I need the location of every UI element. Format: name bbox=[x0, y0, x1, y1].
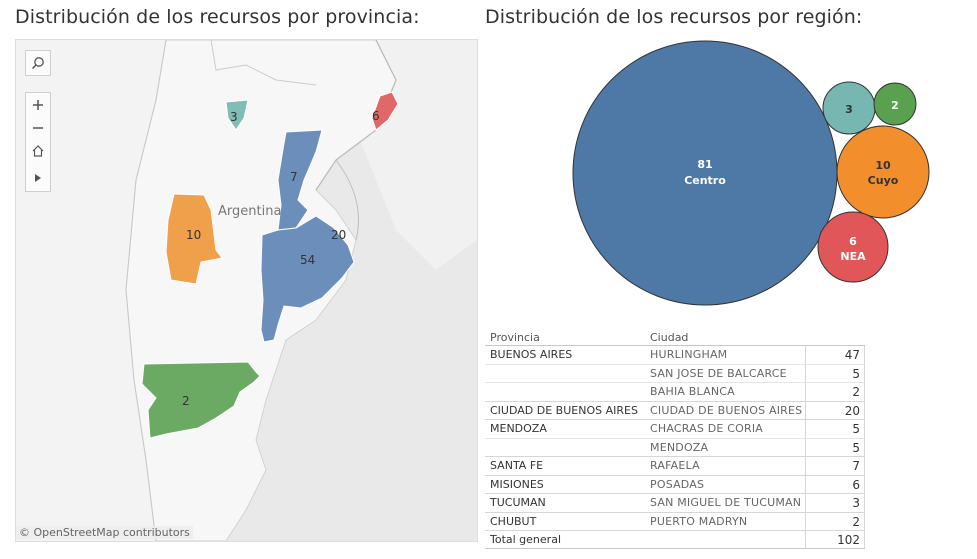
zoom-in-icon bbox=[33, 100, 43, 110]
group-santa-fe: SANTA FE RAFAELA 7 bbox=[485, 457, 865, 476]
ciudad-cell: HURLINGHAM bbox=[650, 348, 728, 361]
map-label-santa-fe: 7 bbox=[290, 170, 298, 184]
play-icon bbox=[35, 174, 41, 182]
map-search-button[interactable] bbox=[25, 50, 51, 76]
pan-play-button[interactable] bbox=[26, 167, 50, 189]
value-cell: 2 bbox=[805, 383, 865, 401]
total-value: 102 bbox=[805, 531, 865, 548]
value-cell: 2 bbox=[805, 512, 865, 530]
bubble-green-value: 2 bbox=[891, 99, 899, 112]
region-bubble-chart: 81 Centro 10 Cuyo 6 NEA 3 2 bbox=[572, 40, 930, 306]
bubble-small-green[interactable]: 2 bbox=[873, 82, 917, 126]
map-label-misiones: 6 bbox=[372, 109, 380, 123]
table-row[interactable]: SAN JOSE DE BALCARCE 5 bbox=[485, 363, 865, 382]
zoom-out-button[interactable] bbox=[26, 117, 50, 139]
provincia-cell: CIUDAD DE BUENOS AIRES bbox=[490, 403, 638, 417]
province-santa-fe[interactable] bbox=[277, 129, 323, 231]
map-zoom-controls bbox=[25, 92, 51, 192]
provincia-cell: MENDOZA bbox=[490, 422, 547, 435]
value-cell: 5 bbox=[805, 420, 865, 438]
ciudad-cell: POSADAS bbox=[650, 477, 705, 491]
table-row[interactable]: BAHIA BLANCA 2 bbox=[485, 382, 865, 401]
ciudad-cell: BAHIA BLANCA bbox=[650, 385, 735, 398]
map-label-ciudad-buenos-aires: 20 bbox=[331, 228, 346, 242]
bubble-chart-title: Distribución de los recursos por región: bbox=[485, 6, 863, 28]
group-mendoza: MENDOZA CHACRAS DE CORIA 5 MENDOZA 5 bbox=[485, 420, 865, 457]
total-label: Total general bbox=[490, 533, 561, 546]
resources-table: Provincia Ciudad BUENOS AIRES HURLINGHAM… bbox=[485, 331, 865, 549]
province-chubut[interactable] bbox=[141, 361, 261, 439]
home-button[interactable] bbox=[26, 140, 50, 162]
province-misiones[interactable] bbox=[371, 91, 399, 131]
home-icon bbox=[32, 145, 44, 157]
map-canvas[interactable]: 3 6 7 54 20 10 2 Argentina bbox=[16, 40, 477, 541]
value-cell: 47 bbox=[805, 346, 865, 364]
zoom-in-button[interactable] bbox=[26, 94, 50, 116]
map-attribution[interactable]: © OpenStreetMap contributors bbox=[16, 526, 193, 539]
group-tucuman: TUCUMAN SAN MIGUEL DE TUCUMAN 3 bbox=[485, 494, 865, 513]
bubble-centro-value: 81 bbox=[697, 158, 712, 171]
header-ciudad: Ciudad bbox=[650, 331, 689, 344]
value-cell: 5 bbox=[805, 364, 865, 382]
value-cell: 6 bbox=[805, 475, 865, 493]
table-row[interactable]: CIUDAD DE BUENOS AIRES 20 bbox=[485, 401, 865, 419]
bubble-nea[interactable]: 6 NEA bbox=[817, 211, 889, 283]
value-cell: 3 bbox=[805, 494, 865, 512]
bubble-centro[interactable]: 81 Centro bbox=[572, 40, 838, 306]
province-buenos-aires[interactable] bbox=[260, 215, 355, 343]
table-row[interactable]: HURLINGHAM 47 bbox=[485, 346, 865, 364]
country-label: Argentina bbox=[218, 204, 281, 219]
ciudad-cell: CIUDAD DE BUENOS AIRES bbox=[650, 403, 803, 417]
bubble-cuyo-value: 10 bbox=[875, 159, 891, 172]
province-tucuman[interactable] bbox=[225, 99, 249, 131]
bubble-nea-value: 6 bbox=[849, 235, 857, 248]
map-label-buenos-aires: 54 bbox=[300, 253, 315, 267]
map-label-mendoza: 10 bbox=[186, 228, 201, 242]
table-header: Provincia Ciudad bbox=[485, 331, 865, 346]
table-row[interactable]: POSADAS 6 bbox=[485, 475, 865, 493]
table-row[interactable]: RAFAELA 7 bbox=[485, 457, 865, 475]
province-map[interactable]: 3 6 7 54 20 10 2 Argentina bbox=[15, 39, 478, 542]
province-mendoza[interactable] bbox=[165, 193, 223, 285]
group-misiones: MISIONES POSADAS 6 bbox=[485, 475, 865, 494]
group-chubut: CHUBUT PUERTO MADRYN 2 bbox=[485, 512, 865, 531]
bubble-cuyo[interactable]: 10 Cuyo bbox=[836, 125, 930, 219]
zoom-out-icon bbox=[33, 127, 43, 129]
table-row[interactable]: CHACRAS DE CORIA 5 bbox=[485, 420, 865, 438]
table-total-row[interactable]: Total general 102 bbox=[485, 531, 865, 549]
group-ciudad-buenos-aires: CIUDAD DE BUENOS AIRES CIUDAD DE BUENOS … bbox=[485, 401, 865, 420]
ciudad-cell: PUERTO MADRYN bbox=[650, 514, 748, 528]
bubble-cuyo-region: Cuyo bbox=[868, 174, 899, 187]
value-cell: 7 bbox=[805, 457, 865, 475]
ciudad-cell: SAN MIGUEL DE TUCUMAN bbox=[650, 496, 802, 509]
value-cell: 20 bbox=[805, 401, 865, 419]
map-title: Distribución de los recursos por provinc… bbox=[15, 6, 420, 28]
bubble-nea-region: NEA bbox=[840, 250, 866, 263]
provincia-cell: MISIONES bbox=[490, 477, 544, 491]
bubble-small-teal[interactable]: 3 bbox=[822, 81, 876, 135]
table-row[interactable]: MENDOZA 5 bbox=[485, 437, 865, 456]
table-row[interactable]: SAN MIGUEL DE TUCUMAN 3 bbox=[485, 494, 865, 512]
provincia-cell: TUCUMAN bbox=[490, 496, 546, 509]
ciudad-cell: SAN JOSE DE BALCARCE bbox=[650, 366, 787, 380]
ciudad-cell: CHACRAS DE CORIA bbox=[650, 422, 764, 435]
ciudad-cell: RAFAELA bbox=[650, 459, 700, 472]
ciudad-cell: MENDOZA bbox=[650, 440, 709, 454]
value-cell: 5 bbox=[805, 438, 865, 456]
provincia-cell: CHUBUT bbox=[490, 514, 537, 528]
header-provincia: Provincia bbox=[490, 331, 540, 344]
table-row[interactable]: PUERTO MADRYN 2 bbox=[485, 512, 865, 530]
group-buenos-aires: BUENOS AIRES HURLINGHAM 47 SAN JOSE DE BA… bbox=[485, 346, 865, 402]
map-label-tucuman: 3 bbox=[230, 110, 238, 124]
provincia-cell: SANTA FE bbox=[490, 459, 544, 472]
bubble-centro-region: Centro bbox=[684, 174, 726, 187]
bubble-teal-value: 3 bbox=[845, 103, 853, 116]
search-icon bbox=[32, 57, 44, 69]
map-label-chubut: 2 bbox=[182, 394, 190, 408]
provincia-cell: BUENOS AIRES bbox=[490, 348, 573, 361]
